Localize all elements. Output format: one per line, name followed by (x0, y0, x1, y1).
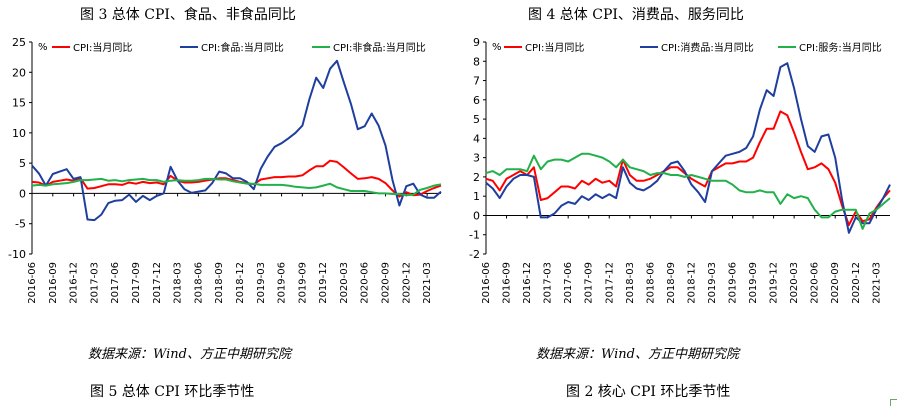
x-tick-label: 2016-06 (481, 262, 492, 304)
x-tick-label: 2020-09 (830, 262, 841, 304)
x-tick-label: 2018-12 (235, 262, 246, 304)
x-tick-label: 2021-03 (871, 262, 882, 304)
y-tick-label: -2 (469, 248, 480, 261)
y-tick-label: 5 (19, 157, 26, 170)
x-tick-label: 2019-09 (748, 262, 759, 304)
x-tick-label: 2016-09 (502, 262, 513, 304)
x-tick-label: 2016-12 (522, 262, 533, 304)
x-tick-label: 2020-03 (339, 262, 350, 304)
x-tick-label: 2020-06 (360, 262, 371, 304)
x-tick-label: 2019-12 (318, 262, 329, 304)
x-tick-label: 2016-12 (69, 262, 80, 304)
series-line-1 (31, 59, 442, 222)
legend-label: CPI:服务:当月同比 (799, 41, 882, 54)
x-tick-label: 2017-03 (543, 262, 554, 304)
x-tick-label: 2019-09 (297, 262, 308, 304)
y-tick-label: -5 (15, 218, 26, 231)
caption-right: 图 2 核心 CPI 环比季节性 (566, 384, 731, 400)
x-tick-label: 2018-12 (686, 262, 697, 304)
y-tick-label: 10 (12, 127, 26, 140)
chart-left-svg: -10 -5 0 5 10 15 20 25 2016-06 2016-09 2016-12 2017… (8, 36, 442, 304)
series-line-2 (485, 152, 891, 230)
y-tick-label: 0 (19, 187, 26, 200)
y-tick-label: -10 (8, 248, 26, 261)
x-tick-label: 2017-03 (89, 262, 100, 304)
y-tick-label: 2 (473, 171, 480, 184)
chart-right-title: 图 4 总体 CPI、消费品、服务同比 (528, 7, 744, 23)
x-tick-label: 2017-12 (604, 262, 615, 304)
x-tick-label: 2021-03 (422, 262, 433, 304)
chart-right-svg: -2 -1 0 1 2 3 4 5 6 7 8 9 2016-06 2016-09 2016-12 2017-… (469, 36, 891, 304)
y-tick-label: 3 (473, 152, 480, 165)
unit-label: % (492, 42, 502, 53)
y-tick-label: 1 (473, 190, 480, 203)
y-tick-label: 6 (473, 94, 480, 107)
source-note-left: 数据来源：Wind、方正中期研究院 (88, 347, 291, 362)
x-tick-label: 2018-09 (214, 262, 225, 304)
x-tick-label: 2019-03 (707, 262, 718, 304)
y-tick-label: 4 (473, 132, 480, 145)
corner-mark (890, 399, 897, 406)
y-tick-label: 20 (12, 66, 26, 79)
x-tick-label: 2018-03 (625, 262, 636, 304)
caption-left: 图 5 总体 CPI 环比季节性 (90, 384, 255, 400)
legend-label: CPI:非食品:当月同比 (333, 41, 426, 54)
x-tick-label: 2016-09 (48, 262, 59, 304)
chart-left: -10 -5 0 5 10 15 20 25 2016-06 2016-09 2016-12 2017… (0, 34, 450, 334)
x-tick-label: 2017-09 (131, 262, 142, 304)
x-tick-label: 2018-06 (193, 262, 204, 304)
x-tick-label: 2018-06 (645, 262, 656, 304)
series-line-1 (485, 62, 891, 234)
x-tick-label: 2016-06 (27, 262, 38, 304)
y-tick-label: -1 (469, 229, 480, 242)
x-tick-label: 2019-06 (277, 262, 288, 304)
x-tick-label: 2020-12 (401, 262, 412, 304)
x-tick-label: 2017-09 (584, 262, 595, 304)
x-tick-label: 2020-03 (789, 262, 800, 304)
x-tick-label: 2017-06 (563, 262, 574, 304)
chart-left-title: 图 3 总体 CPI、食品、非食品同比 (80, 7, 296, 23)
x-tick-label: 2017-06 (110, 262, 121, 304)
y-tick-label: 7 (473, 75, 480, 88)
x-tick-label: 2020-09 (381, 262, 392, 304)
unit-label: % (38, 42, 48, 53)
legend-label: CPI:当月同比 (73, 41, 132, 54)
x-tick-label: 2019-03 (256, 262, 267, 304)
x-tick-label: 2020-12 (851, 262, 862, 304)
x-tick-label: 2017-12 (152, 262, 163, 304)
y-tick-label: 0 (473, 209, 480, 222)
source-note-right: 数据来源：Wind、方正中期研究院 (536, 347, 739, 362)
x-tick-label: 2018-03 (173, 262, 184, 304)
chart-right: -2 -1 0 1 2 3 4 5 6 7 8 9 2016-06 2016-09 2016-12 2017-… (450, 34, 899, 334)
y-tick-label: 15 (12, 97, 26, 110)
series-line-2 (31, 177, 442, 197)
y-tick-label: 9 (473, 36, 480, 49)
legend-label: CPI:消费品:当月同比 (661, 41, 754, 54)
legend-label: CPI:食品:当月同比 (201, 41, 284, 54)
x-tick-label: 2019-12 (769, 262, 780, 304)
y-tick-label: 8 (473, 55, 480, 68)
x-tick-label: 2020-06 (810, 262, 821, 304)
legend-label: CPI:当月同比 (525, 41, 584, 54)
y-tick-label: 5 (473, 113, 480, 126)
x-tick-label: 2018-09 (666, 262, 677, 304)
y-tick-label: 25 (12, 36, 26, 49)
x-tick-label: 2019-06 (728, 262, 739, 304)
series-line-0 (485, 110, 891, 227)
